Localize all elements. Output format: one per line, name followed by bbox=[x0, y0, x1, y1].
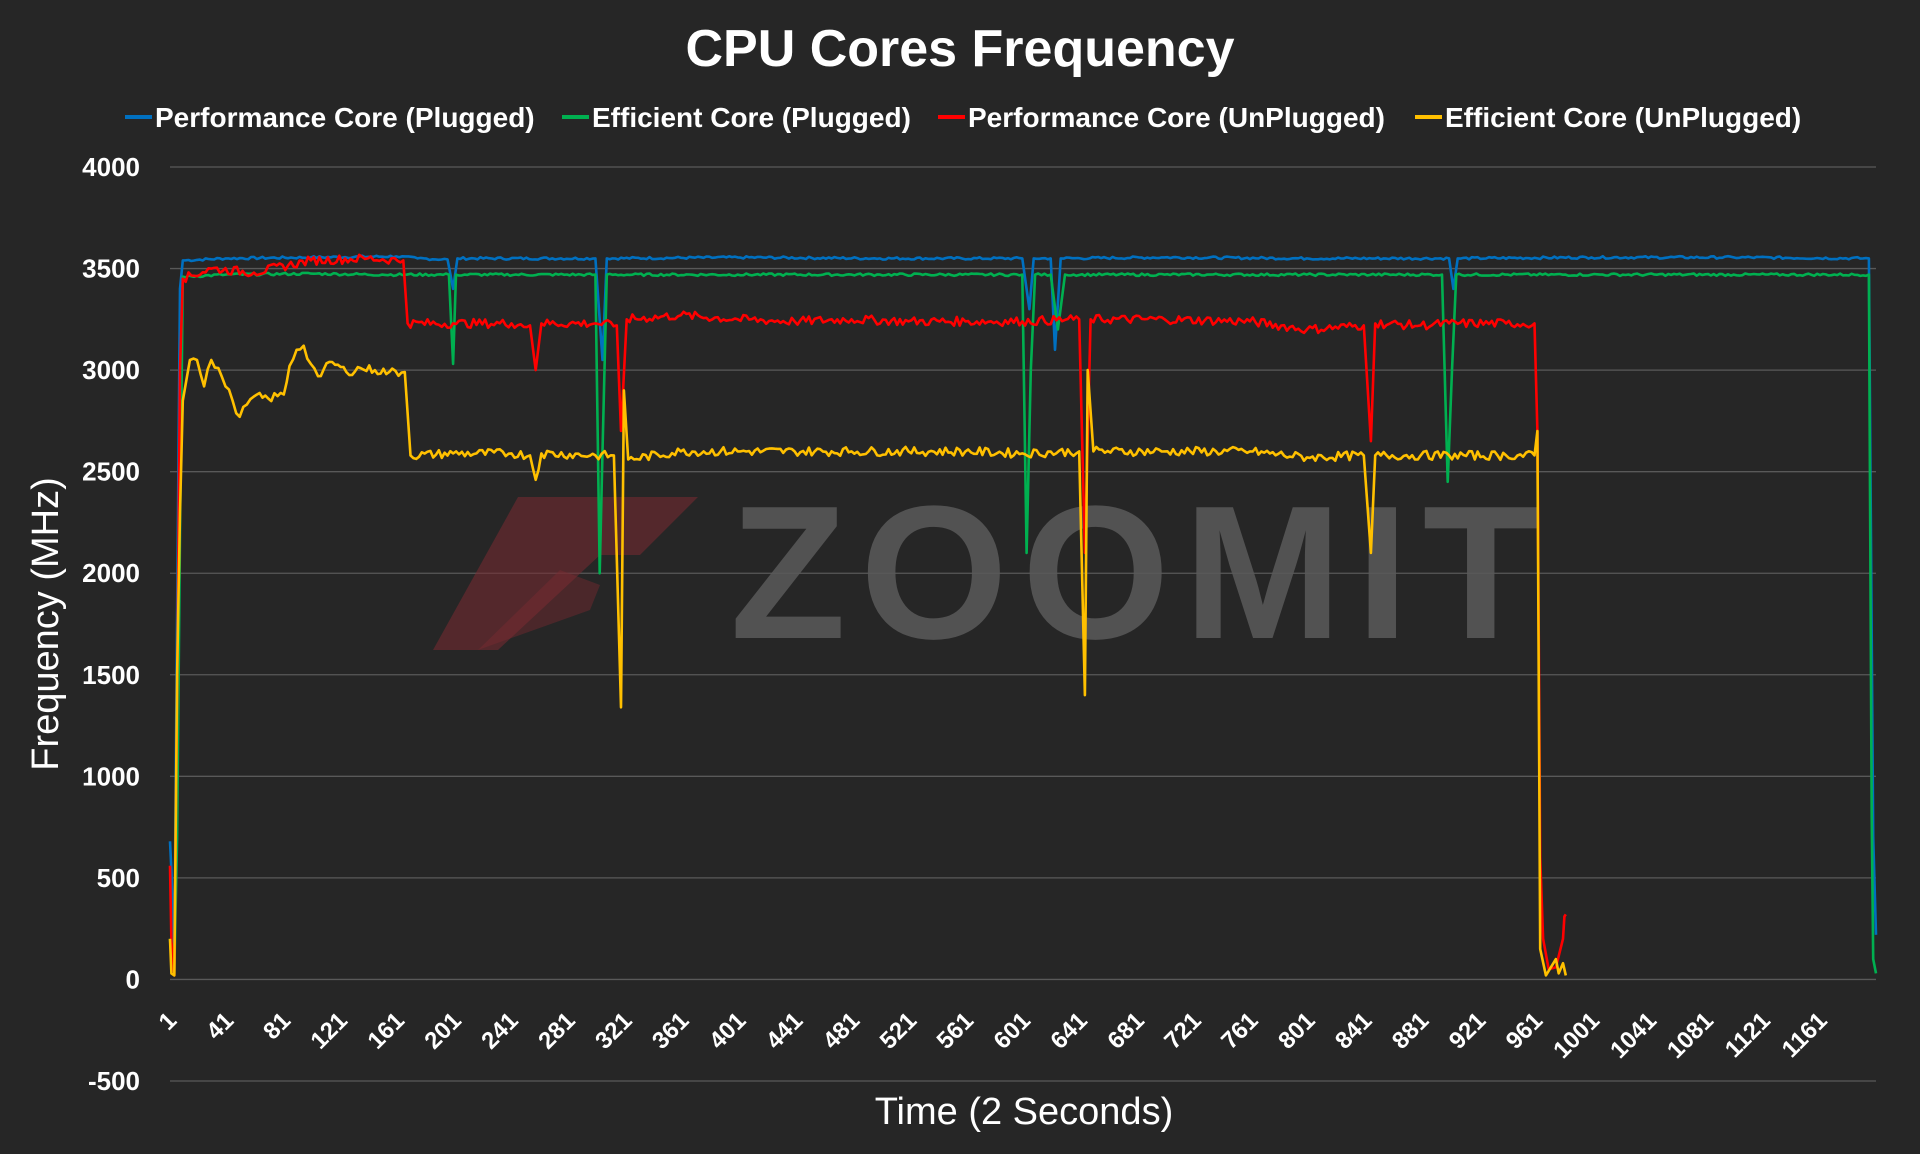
series-line-2 bbox=[168, 271, 1878, 975]
x-tick-label: 41 bbox=[201, 1007, 239, 1045]
x-tick-label: 721 bbox=[1159, 1007, 1206, 1054]
x-tick-label: 681 bbox=[1102, 1007, 1149, 1054]
x-tick-label: 841 bbox=[1330, 1007, 1377, 1054]
x-tick-label: 921 bbox=[1444, 1007, 1491, 1054]
x-tick-label: 761 bbox=[1216, 1007, 1263, 1054]
y-axis-ticks: 4000 3500 3000 2500 2000 1500 1000 500 0 -500 bbox=[82, 152, 140, 1096]
x-tick-label: 881 bbox=[1387, 1007, 1434, 1054]
y-tick-label: 3500 bbox=[82, 254, 140, 284]
x-tick-label: 281 bbox=[533, 1007, 580, 1054]
x-tick-label: 81 bbox=[258, 1007, 296, 1045]
legend-label: Efficient Core (UnPlugged) bbox=[1445, 102, 1801, 133]
x-tick-label: 1121 bbox=[1720, 1007, 1776, 1063]
x-tick-label: 1 bbox=[154, 1007, 183, 1036]
zoomit-watermark: ZOOMIT bbox=[433, 467, 1553, 679]
x-tick-label: 561 bbox=[932, 1007, 979, 1054]
x-tick-label: 161 bbox=[362, 1007, 409, 1054]
legend-label: Efficient Core (Plugged) bbox=[592, 102, 911, 133]
series-line-3 bbox=[168, 253, 1567, 977]
x-tick-label: 601 bbox=[989, 1007, 1036, 1054]
x-tick-label: 521 bbox=[875, 1007, 922, 1054]
y-tick-label: 1500 bbox=[82, 660, 140, 690]
x-tick-label: 481 bbox=[818, 1007, 865, 1054]
x-tick-label: 321 bbox=[590, 1007, 637, 1054]
x-tick-label: 201 bbox=[419, 1007, 466, 1054]
x-tick-label: 401 bbox=[704, 1007, 751, 1054]
series-line-4 bbox=[168, 344, 1568, 977]
y-tick-label: 1000 bbox=[82, 761, 140, 791]
y-tick-label: -500 bbox=[88, 1066, 140, 1096]
y-axis-label: Frequency (MHz) bbox=[25, 477, 67, 771]
y-tick-label: 2000 bbox=[82, 558, 140, 588]
x-tick-label: 361 bbox=[647, 1007, 694, 1054]
y-tick-label: 4000 bbox=[82, 152, 140, 182]
x-axis-label: Time (2 Seconds) bbox=[875, 1091, 1173, 1133]
y-tick-label: 2500 bbox=[82, 457, 140, 487]
x-tick-label: 441 bbox=[761, 1007, 808, 1054]
y-tick-label: 0 bbox=[126, 964, 140, 994]
x-tick-label: 801 bbox=[1273, 1007, 1320, 1054]
x-tick-label: 121 bbox=[306, 1007, 353, 1054]
legend-label: Performance Core (Plugged) bbox=[155, 102, 535, 133]
x-tick-label: 641 bbox=[1045, 1007, 1092, 1054]
x-tick-label: 241 bbox=[476, 1007, 523, 1054]
series-layer bbox=[168, 253, 1878, 977]
watermark-text: ZOOMIT bbox=[730, 467, 1553, 679]
zoomit-logo-mark-lower bbox=[478, 570, 600, 650]
legend-label: Performance Core (UnPlugged) bbox=[968, 102, 1385, 133]
y-tick-label: 500 bbox=[97, 863, 140, 893]
chart-title: CPU Cores Frequency bbox=[685, 20, 1234, 78]
x-tick-label: 1161 bbox=[1777, 1007, 1833, 1063]
x-tick-label: 1081 bbox=[1662, 1007, 1719, 1064]
x-axis-ticks: 1 41 81 121 161 201 241 281 321 361 401 441 481 521 56… bbox=[154, 1007, 1833, 1064]
x-tick-label: 1001 bbox=[1548, 1007, 1605, 1064]
x-tick-label: 1041 bbox=[1605, 1007, 1662, 1064]
y-tick-label: 3000 bbox=[82, 355, 140, 385]
series-line-1 bbox=[168, 254, 1878, 957]
x-tick-label: 961 bbox=[1501, 1007, 1548, 1054]
zoomit-logo-mark bbox=[433, 497, 698, 650]
legend: Performance Core (Plugged) Efficient Core… bbox=[125, 102, 1801, 133]
